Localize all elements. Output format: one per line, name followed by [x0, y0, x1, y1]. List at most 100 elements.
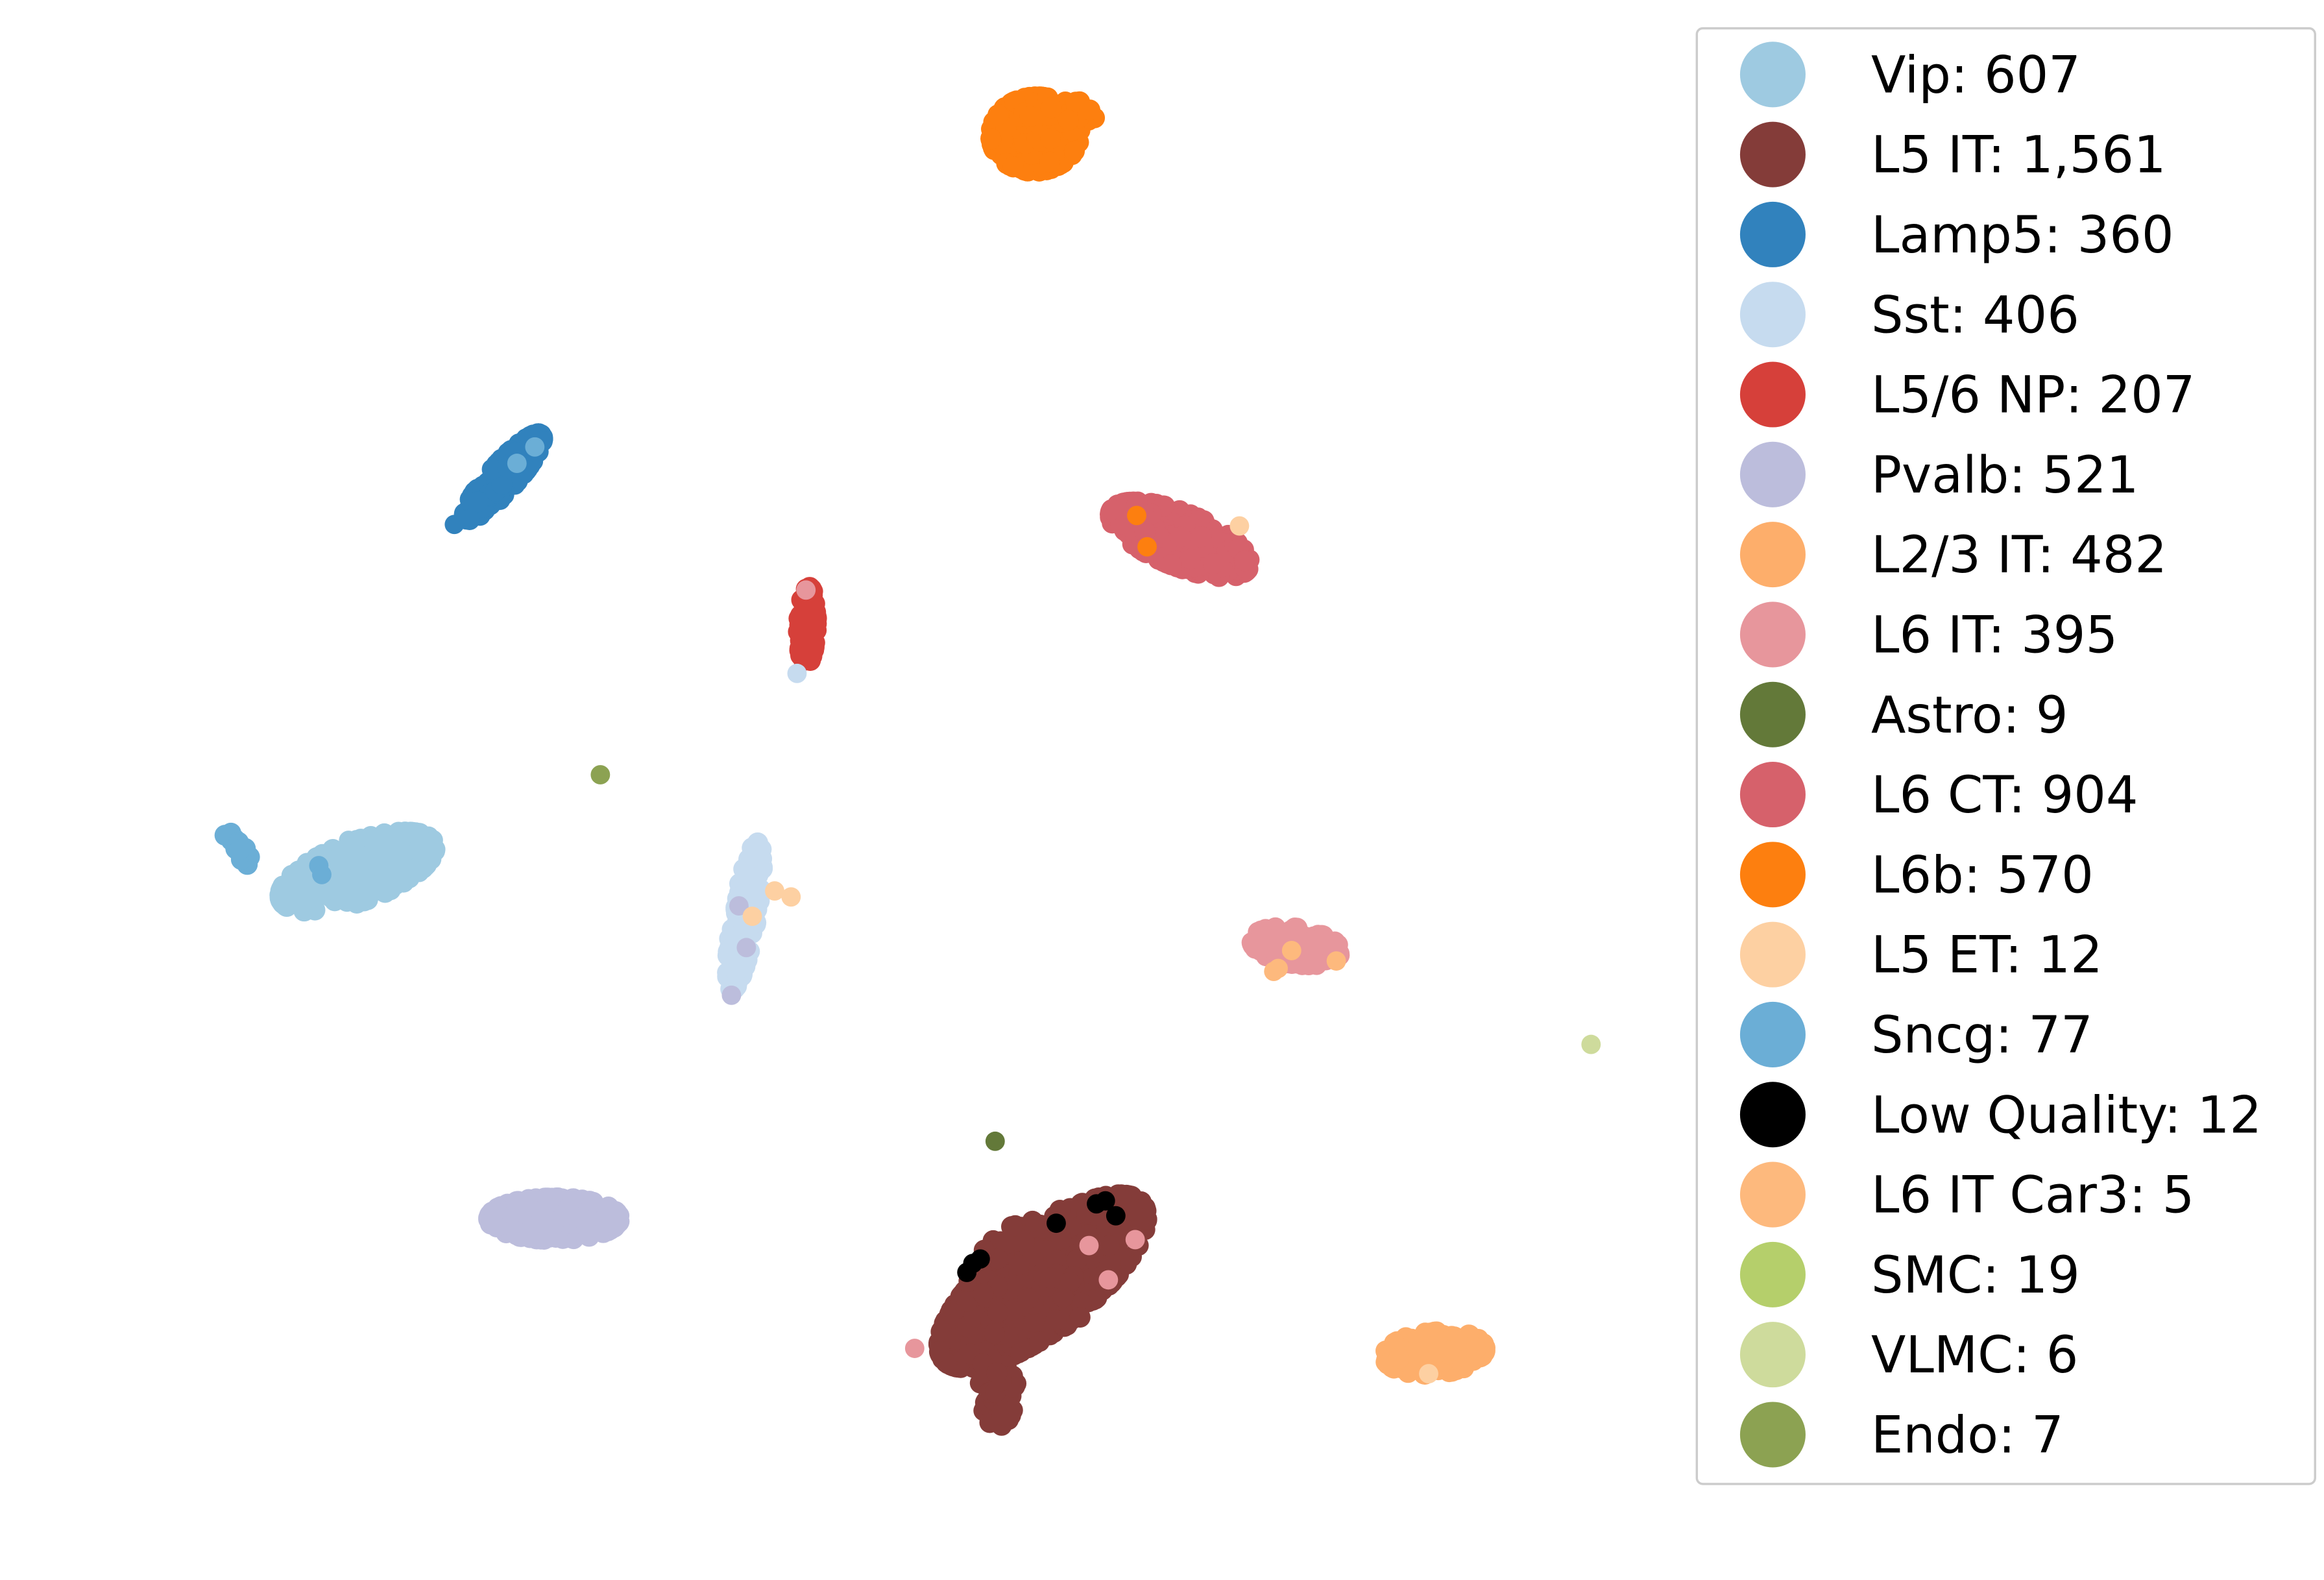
- point-l6b: [1127, 505, 1146, 526]
- point-l6-it-car3: [1281, 941, 1301, 960]
- point-vip: [377, 878, 398, 899]
- legend-entry-l5-et: L5 ET: 12: [1739, 921, 2103, 988]
- point-l6-ct: [1234, 550, 1255, 572]
- point-low-quality: [1095, 1191, 1115, 1211]
- point-pvalb: [603, 1217, 625, 1238]
- point-pvalb: [598, 1197, 619, 1218]
- point-l2-3-it: [1438, 1340, 1460, 1361]
- point-low-quality: [970, 1249, 990, 1269]
- point-l5-it: [1052, 1286, 1074, 1308]
- legend-marker: [1739, 1001, 1806, 1067]
- point-vip: [374, 835, 395, 857]
- point-l5-it: [1040, 1267, 1061, 1289]
- point-lamp5: [467, 491, 489, 513]
- point-l6-it-car3: [1264, 962, 1284, 982]
- legend-label: Astro: 9: [1871, 687, 2068, 745]
- legend-label: Sncg: 77: [1871, 1006, 2093, 1065]
- legend-marker: [1739, 762, 1806, 828]
- point-l5-it: [931, 1320, 952, 1341]
- point-l5-it: [963, 1306, 985, 1328]
- point-l5-it: [1008, 1254, 1030, 1276]
- point-vlmc: [1581, 1034, 1601, 1054]
- legend-marker: [1739, 1082, 1806, 1148]
- legend-marker: [1739, 282, 1806, 348]
- point-vip: [346, 851, 368, 872]
- legend-marker: [1739, 121, 1806, 188]
- legend-label: L6 IT Car3: 5: [1871, 1167, 2194, 1225]
- point-l2-3-it: [1408, 1330, 1429, 1351]
- point-l5-it: [1022, 1210, 1043, 1232]
- legend-entry-sncg: Sncg: 77: [1739, 1001, 2093, 1067]
- legend-marker: [1739, 1161, 1806, 1228]
- point-l6-ct: [1203, 553, 1224, 574]
- point-pvalb: [736, 938, 757, 958]
- point-l6b: [1039, 151, 1061, 173]
- point-l2-3-it: [1465, 1339, 1486, 1360]
- legend-marker: [1739, 361, 1806, 428]
- point-l5-6-np: [797, 602, 819, 624]
- legend-entry-vip: Vip: 607: [1739, 42, 2081, 108]
- point-l5-et: [1419, 1364, 1438, 1383]
- point-l2-3-it: [1388, 1348, 1410, 1369]
- legend: Vip: 607 L5 IT: 1,561 Lamp5: 360 Sst: 406 L5…: [1695, 27, 2316, 1485]
- point-l6b: [1019, 106, 1041, 127]
- point-l5-it: [1002, 1400, 1023, 1421]
- point-pvalb: [571, 1208, 592, 1229]
- legend-entry-l2-3-it: L2/3 IT: 482: [1739, 522, 2167, 588]
- point-lamp5: [481, 459, 503, 480]
- point-l5-it: [956, 1291, 978, 1312]
- point-l6-it: [1242, 933, 1263, 954]
- legend-marker: [1739, 42, 1806, 108]
- point-l6b: [1063, 140, 1085, 162]
- point-pvalb: [505, 1193, 527, 1214]
- legend-items: Vip: 607 L5 IT: 1,561 Lamp5: 360 Sst: 406 L5…: [1739, 42, 2262, 1468]
- point-l6-ct: [1191, 526, 1212, 548]
- point-l6b: [980, 128, 1002, 150]
- legend-label: Vip: 607: [1871, 46, 2081, 104]
- legend-entry-l6b: L6b: 570: [1739, 842, 2094, 908]
- legend-marker: [1739, 441, 1806, 507]
- legend-label: L5/6 NP: 207: [1871, 367, 2195, 425]
- point-l5-it: [1001, 1216, 1023, 1237]
- legend-entry-low-quality: Low Quality: 12: [1739, 1082, 2262, 1148]
- point-pvalb: [553, 1206, 574, 1227]
- legend-label: Low Quality: 12: [1871, 1086, 2262, 1145]
- point-l6-ct: [1134, 521, 1156, 542]
- legend-label: L5 IT: 1,561: [1871, 127, 2166, 185]
- point-l6-it: [1098, 1270, 1119, 1290]
- legend-label: L6b: 570: [1871, 846, 2094, 905]
- point-l6-it: [1298, 954, 1320, 976]
- legend-label: Sst: 406: [1871, 286, 2079, 345]
- point-l5-it: [995, 1233, 1017, 1254]
- point-sncg: [525, 437, 545, 457]
- point-l5-6-np: [794, 646, 816, 668]
- point-l6b: [1002, 156, 1024, 178]
- legend-entry-l5-6-np: L5/6 NP: 207: [1739, 361, 2195, 428]
- point-l5-et: [742, 906, 762, 927]
- point-l6-ct: [1161, 554, 1182, 576]
- point-l6b: [1039, 128, 1061, 149]
- point-vip: [346, 892, 368, 914]
- legend-marker: [1739, 1322, 1806, 1388]
- point-low-quality: [1106, 1206, 1126, 1226]
- legend-entry-sst: Sst: 406: [1739, 282, 2079, 348]
- point-l5-it: [984, 1322, 1005, 1344]
- point-pvalb: [486, 1216, 507, 1237]
- point-vip: [352, 868, 373, 890]
- legend-marker: [1739, 522, 1806, 588]
- point-l6-ct: [1170, 526, 1191, 548]
- point-l5-it: [1100, 1253, 1121, 1274]
- point-pvalb: [721, 985, 742, 1005]
- legend-marker: [1739, 201, 1806, 267]
- point-l6b: [1041, 97, 1062, 119]
- point-l6b: [987, 104, 1009, 126]
- legend-marker: [1739, 681, 1806, 747]
- legend-entry-l6-it-car3: L6 IT Car3: 5: [1739, 1161, 2194, 1228]
- point-l5-it: [1066, 1250, 1087, 1271]
- point-l5-it: [1017, 1288, 1039, 1309]
- legend-marker: [1739, 1241, 1806, 1307]
- legend-entry-lamp5: Lamp5: 360: [1739, 201, 2174, 267]
- legend-entry-vlmc: VLMC: 6: [1739, 1322, 2078, 1388]
- point-l5-it: [1013, 1232, 1035, 1253]
- point-l5-it: [1111, 1189, 1133, 1211]
